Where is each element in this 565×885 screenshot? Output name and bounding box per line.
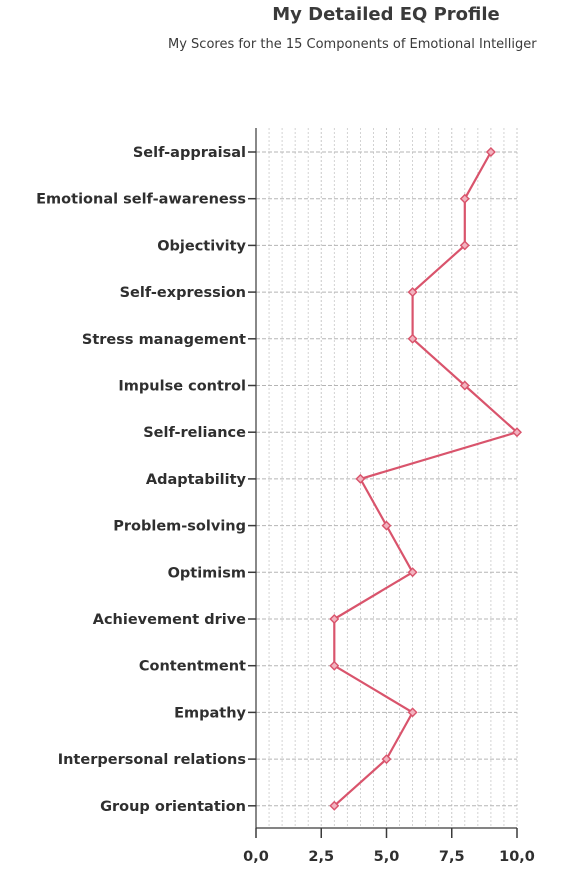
data-point-marker <box>381 754 392 765</box>
data-point-marker <box>459 380 470 391</box>
data-point-marker <box>407 707 418 718</box>
data-point-marker <box>329 614 340 624</box>
category-label: Empathy <box>174 705 246 721</box>
category-label: Self-reliance <box>143 425 246 441</box>
x-tick-label: 10,0 <box>499 849 535 865</box>
category-label: Group orientation <box>100 799 246 815</box>
x-tick-label: 2,5 <box>308 849 334 865</box>
data-point-marker <box>329 800 340 811</box>
category-label: Stress management <box>82 332 246 348</box>
category-label: Contentment <box>139 659 246 675</box>
x-tick-label: 0,0 <box>243 849 269 865</box>
data-point-marker <box>355 473 366 484</box>
data-point-marker <box>407 287 418 298</box>
category-label: Emotional self-awareness <box>36 192 246 208</box>
category-label: Self-expression <box>120 285 246 301</box>
chart-subtitle: My Scores for the 15 Components of Emoti… <box>168 37 537 52</box>
category-labels: Self-appraisal Emotional self-awareness Ob… <box>36 145 246 815</box>
x-tick-labels: 0,0 2,5 5,0 7,5 10,0 <box>243 849 535 865</box>
category-label: Interpersonal relations <box>58 752 246 768</box>
data-point-marker <box>459 240 470 251</box>
grid <box>255 128 518 828</box>
data-point-marker <box>485 147 496 157</box>
category-label: Objectivity <box>157 238 246 254</box>
series <box>329 147 522 811</box>
category-label: Self-appraisal <box>133 145 246 161</box>
category-label: Achievement drive <box>93 612 246 628</box>
x-tick-label: 7,5 <box>439 849 465 865</box>
axes <box>248 128 518 838</box>
chart-title: My Detailed EQ Profile <box>272 4 500 25</box>
data-point-marker <box>407 333 418 344</box>
data-point-marker <box>459 193 470 204</box>
x-tick-label: 5,0 <box>374 849 400 865</box>
category-label: Optimism <box>168 565 246 581</box>
category-label: Impulse control <box>118 379 246 395</box>
data-point-marker <box>381 520 392 531</box>
category-label: Adaptability <box>146 472 247 488</box>
data-point-marker <box>407 567 418 578</box>
category-label: Problem-solving <box>113 519 246 535</box>
data-point-marker <box>512 427 522 438</box>
data-point-marker <box>329 660 340 671</box>
